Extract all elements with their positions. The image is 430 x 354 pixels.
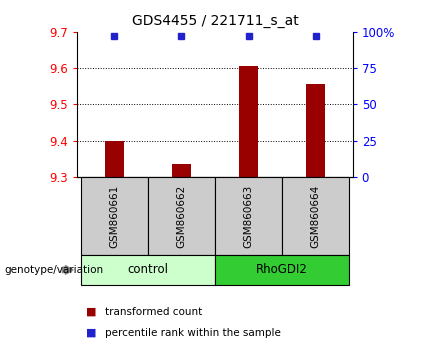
Bar [172,164,191,177]
Bar [239,66,258,177]
Text: ■: ■ [86,307,96,316]
Text: GSM860661: GSM860661 [109,184,119,247]
Bar [282,177,349,255]
Bar [105,141,124,177]
Bar [81,255,215,285]
Bar [215,255,349,285]
Text: RhoGDI2: RhoGDI2 [256,263,308,276]
Bar [306,85,325,177]
Text: transformed count: transformed count [105,307,203,316]
Bar [81,177,148,255]
Text: GSM860664: GSM860664 [311,184,321,247]
Text: percentile rank within the sample: percentile rank within the sample [105,328,281,338]
Bar [215,177,282,255]
Text: control: control [127,263,169,276]
Bar [148,177,215,255]
Text: ■: ■ [86,328,96,338]
Title: GDS4455 / 221711_s_at: GDS4455 / 221711_s_at [132,14,298,28]
Text: GSM860662: GSM860662 [176,184,187,247]
Text: genotype/variation: genotype/variation [4,265,104,275]
FancyArrow shape [62,266,73,274]
Text: GSM860663: GSM860663 [243,184,254,247]
